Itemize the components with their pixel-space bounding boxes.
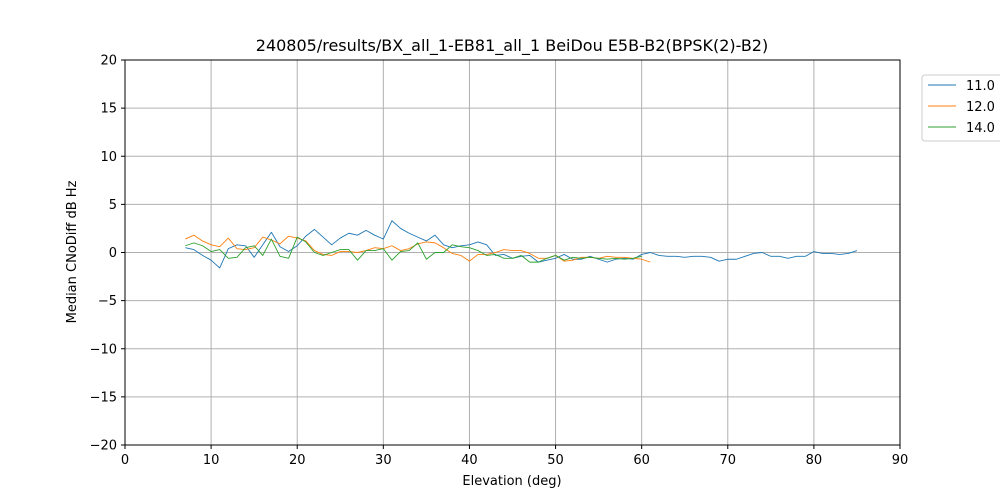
- y-tick-label: 0: [109, 246, 117, 261]
- x-tick-label: 80: [806, 453, 823, 468]
- series-line-11.0: [185, 220, 858, 269]
- x-axis-label: Elevation (deg): [462, 474, 561, 489]
- y-tick-label: −10: [90, 342, 117, 357]
- y-tick-label: 10: [100, 150, 117, 165]
- x-tick-label: 0: [121, 453, 129, 468]
- x-tick-label: 60: [633, 453, 650, 468]
- y-tick-label: −15: [90, 390, 117, 405]
- y-tick-label: 5: [109, 198, 117, 213]
- y-tick-label: −5: [98, 294, 117, 309]
- x-tick-label: 40: [461, 453, 478, 468]
- x-tick-label: 30: [375, 453, 392, 468]
- series-line-14.0: [185, 236, 642, 263]
- x-axis-ticks: 0 10 20 30 40 50 60 70 80 90: [121, 445, 908, 468]
- x-tick-label: 70: [720, 453, 737, 468]
- legend-label-11.0: 11.0: [966, 79, 995, 94]
- y-tick-label: −20: [90, 439, 117, 454]
- legend-box: [921, 74, 1000, 142]
- plot-lines: [185, 220, 858, 269]
- legend: 11.0 12.0 14.0: [921, 74, 1000, 142]
- x-tick-label: 90: [892, 453, 909, 468]
- legend-label-14.0: 14.0: [966, 121, 995, 136]
- x-tick-label: 50: [547, 453, 564, 468]
- x-tick-label: 20: [289, 453, 306, 468]
- y-axis-ticks: −20 −15 −10 −5 0 5 10 15 20: [90, 54, 125, 454]
- y-axis-label: Median CNoDiff dB Hz: [65, 180, 80, 323]
- y-tick-label: 20: [100, 54, 117, 69]
- legend-label-12.0: 12.0: [966, 100, 995, 115]
- x-tick-label: 10: [203, 453, 220, 468]
- y-tick-label: 15: [100, 102, 117, 117]
- chart-title: 240805/results/BX_all_1-EB81_all_1 BeiDo…: [256, 36, 768, 56]
